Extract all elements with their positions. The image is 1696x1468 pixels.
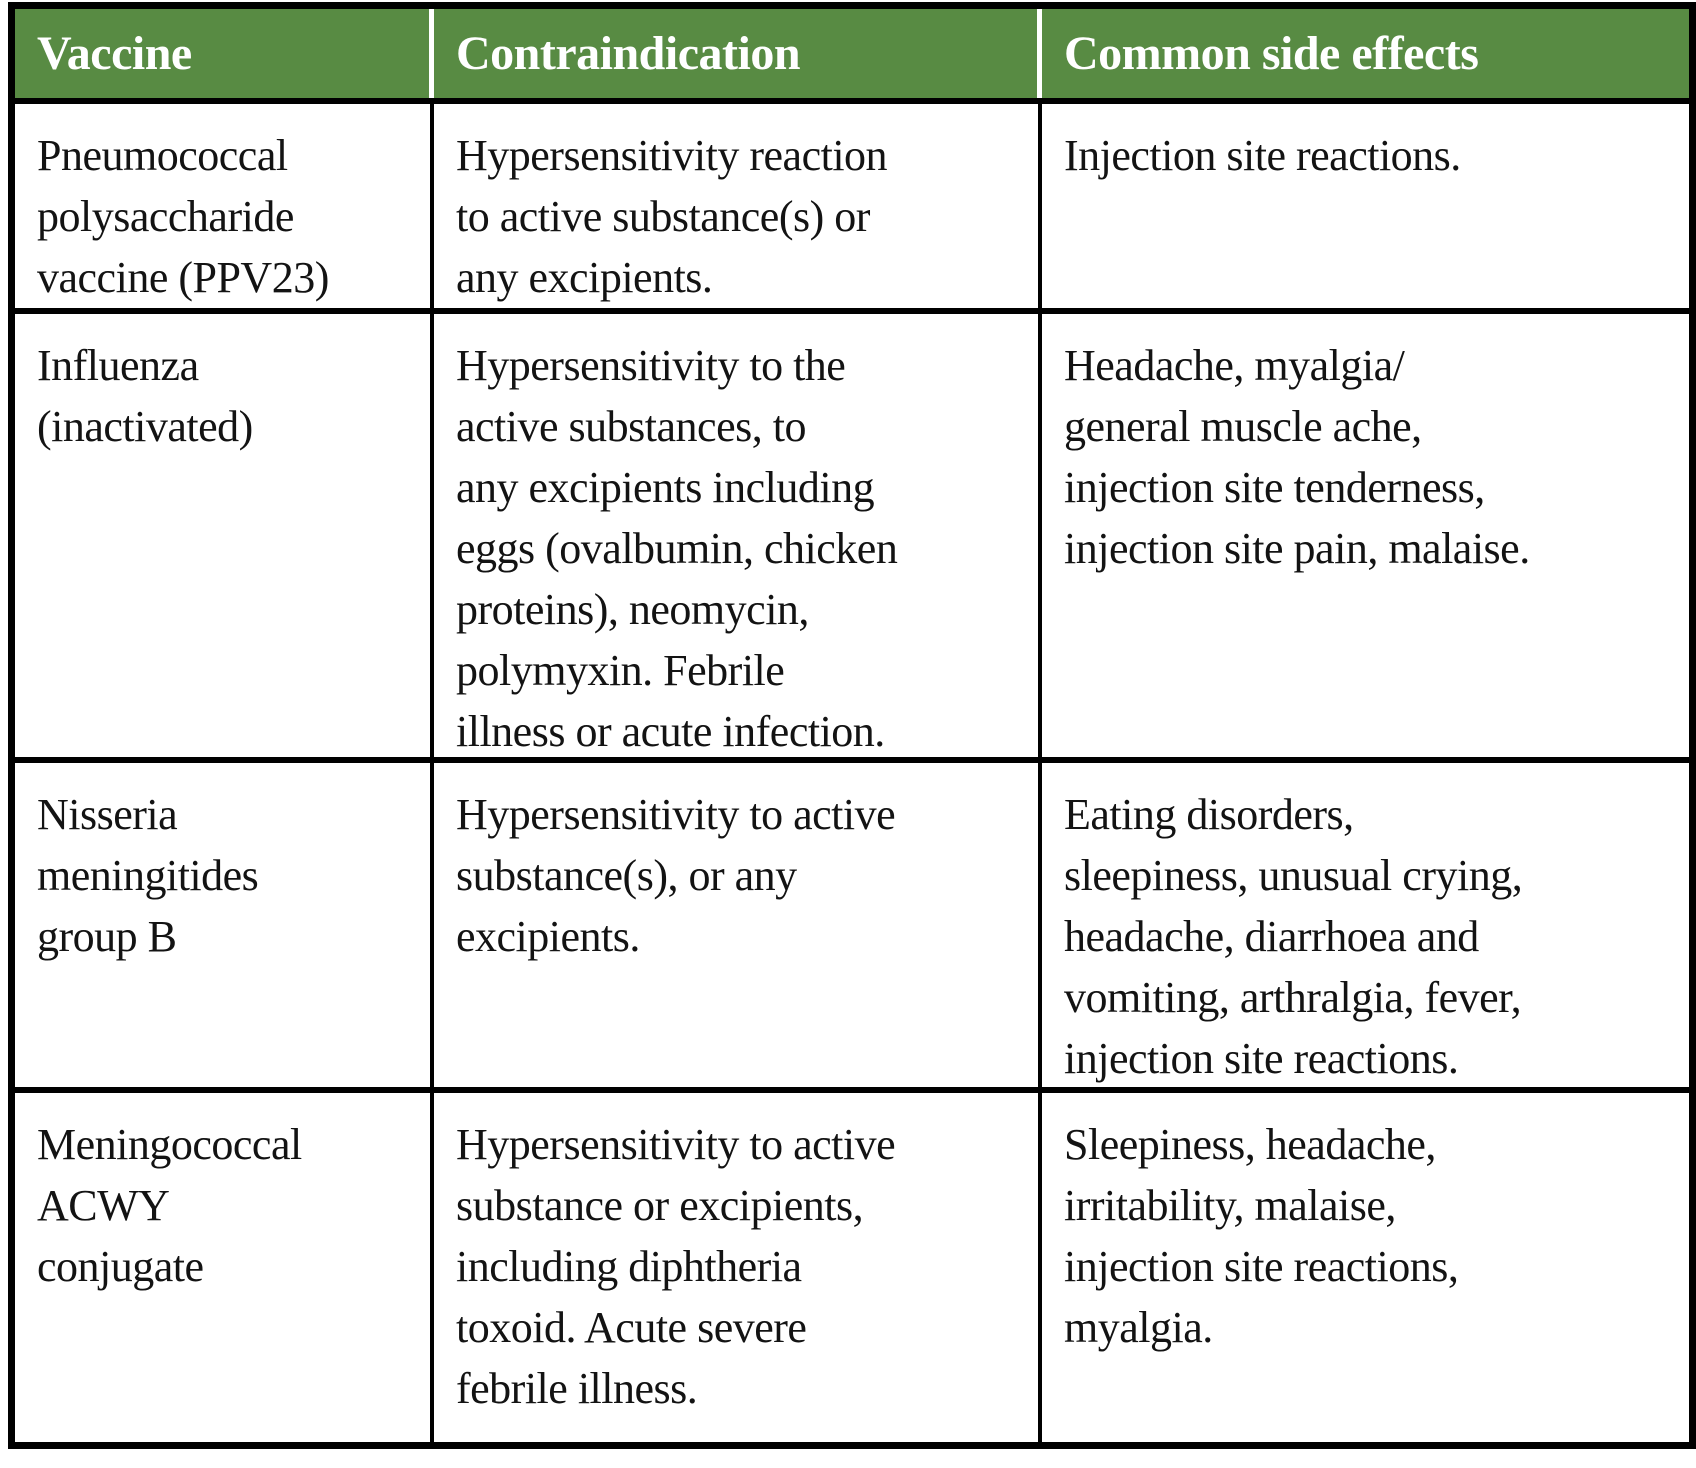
cell-vaccine: Meningococcal ACWY conjugate bbox=[15, 1093, 434, 1442]
cell-side-effects: Injection site reactions. bbox=[1064, 131, 1461, 180]
column-header-vaccine: Vaccine bbox=[15, 9, 434, 98]
table-row: Meningococcal ACWY conjugate Hypersensit… bbox=[15, 1093, 1689, 1442]
table-row: Pneumococcal polysaccharide vaccine (PPV… bbox=[15, 104, 1689, 314]
table-row: Influenza (inactivated) Hypersensitivity… bbox=[15, 314, 1689, 763]
cell-vaccine: Pneumococcal polysaccharide vaccine (PPV… bbox=[15, 104, 434, 308]
cell-contraindication: Hypersensitivity to active substance(s),… bbox=[434, 763, 1042, 1087]
cell-contraindication: Hypersensitivity to the active substance… bbox=[434, 314, 1042, 757]
cell-side-effects: Headache, myalgia/ general muscle ache, … bbox=[1064, 341, 1530, 573]
table-row: Nisseria meningitides group B Hypersensi… bbox=[15, 763, 1689, 1093]
cell-side-effects: Eating disorders, sleepiness, unusual cr… bbox=[1064, 790, 1523, 1083]
cell-contraindication: Hypersensitivity reaction to active subs… bbox=[434, 104, 1042, 308]
column-header-contraindication: Contraindication bbox=[434, 9, 1042, 98]
cell-vaccine: Influenza (inactivated) bbox=[15, 314, 434, 757]
vaccine-table: Vaccine Contraindication Common side eff… bbox=[8, 2, 1696, 1449]
cell-side-effects: Sleepiness, headache, irritability, mala… bbox=[1064, 1120, 1459, 1352]
cell-contraindication: Hypersensitivity to active substance or … bbox=[434, 1093, 1042, 1442]
table-header-row: Vaccine Contraindication Common side eff… bbox=[15, 9, 1689, 104]
cell-vaccine: Nisseria meningitides group B bbox=[15, 763, 434, 1087]
column-header-common-side-effects: Common side effects bbox=[1064, 27, 1479, 80]
